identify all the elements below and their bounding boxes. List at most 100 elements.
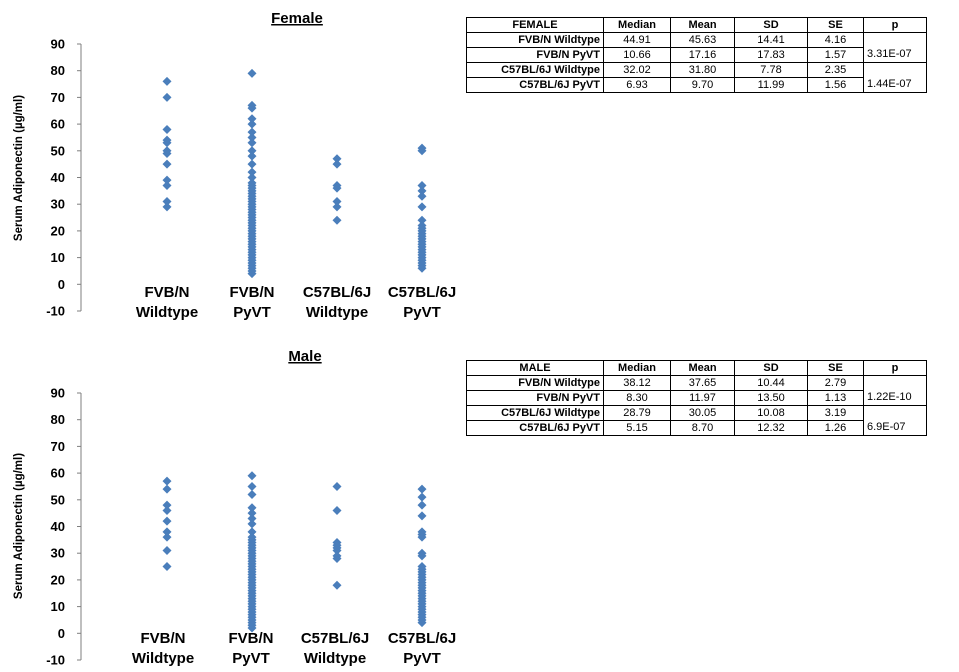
p-cell (863, 62, 927, 78)
median-cell: 6.93 (603, 77, 671, 93)
table-header: Median (603, 17, 671, 33)
y-tick-label: 0 (58, 277, 65, 292)
mean-cell: 8.70 (670, 420, 735, 436)
y-tick-label: 60 (51, 117, 65, 132)
table-header: Mean (670, 360, 735, 376)
data-point (247, 127, 257, 137)
data-point (417, 263, 427, 273)
sd-cell: 14.41 (734, 32, 808, 48)
table-row: C57BL/6J Wildtype 28.79 30.05 10.08 3.19 (466, 405, 927, 421)
data-point (417, 618, 427, 628)
p-value: 1.22E-10 (863, 390, 927, 406)
y-tick-label: 40 (51, 519, 65, 534)
x-category-label: C57BL/6J (388, 630, 456, 647)
row-name: FVB/N Wildtype (466, 32, 604, 48)
data-point (247, 173, 257, 182)
data-point (162, 505, 172, 515)
table-header: SD (734, 17, 808, 33)
table-header: SE (807, 17, 864, 33)
data-point (162, 175, 172, 185)
p-cell (863, 32, 927, 48)
x-category-label: PyVT (233, 304, 271, 321)
data-point (332, 546, 342, 556)
row-name: C57BL/6J PyVT (466, 420, 604, 436)
data-point (417, 215, 427, 225)
se-cell: 3.19 (807, 405, 864, 421)
data-point (162, 484, 172, 494)
se-cell: 1.26 (807, 420, 864, 436)
mean-cell: 37.65 (670, 375, 735, 391)
table-row: FVB/N PyVT 8.30 11.97 13.50 1.13 1.22E-1… (466, 390, 927, 406)
sd-cell: 10.44 (734, 375, 808, 391)
data-point (247, 623, 257, 633)
median-cell: 5.15 (603, 420, 671, 436)
female-y-axis-label: Serum Adiponectin (µg/ml) (13, 95, 25, 241)
table-header: p (863, 17, 927, 33)
data-point (247, 471, 257, 481)
data-point (417, 484, 427, 494)
y-tick-label: -10 (46, 653, 65, 668)
sd-cell: 11.99 (734, 77, 808, 93)
y-tick-label: 30 (51, 197, 65, 212)
data-point (162, 516, 172, 526)
mean-cell: 17.16 (670, 47, 735, 63)
median-cell: 8.30 (603, 390, 671, 406)
data-point (332, 481, 342, 491)
data-point (417, 146, 427, 156)
y-tick-label: 80 (51, 63, 65, 78)
data-point (417, 181, 427, 191)
male-chart-title: Male (288, 348, 321, 365)
x-category-label: C57BL/6J (303, 284, 371, 301)
data-point (162, 562, 172, 572)
data-point (247, 138, 257, 148)
data-point (247, 146, 257, 156)
data-point (247, 119, 257, 129)
y-tick-label: 50 (51, 492, 65, 507)
table-header-row: MALE Median Mean SD SE p (466, 360, 927, 376)
data-point (332, 505, 342, 515)
sd-cell: 7.78 (734, 62, 808, 78)
p-cell (863, 375, 927, 391)
x-category-label: C57BL/6J (388, 284, 456, 301)
table-header: Median (603, 360, 671, 376)
se-cell: 1.56 (807, 77, 864, 93)
data-point (247, 513, 257, 523)
table-header-row: FEMALE Median Mean SD SE p (466, 17, 927, 33)
y-tick-label: 90 (51, 37, 65, 52)
data-point (247, 481, 257, 491)
row-name: FVB/N PyVT (466, 390, 604, 406)
x-category-label: PyVT (403, 304, 441, 321)
data-point (162, 202, 172, 212)
table-header: SD (734, 360, 808, 376)
y-tick-label: 90 (51, 386, 65, 401)
table-row: C57BL/6J Wildtype 32.02 31.80 7.78 2.35 (466, 62, 927, 78)
y-tick-label: 10 (51, 250, 65, 265)
median-cell: 38.12 (603, 375, 671, 391)
data-point (162, 159, 172, 169)
data-point (162, 527, 172, 537)
se-cell: 1.57 (807, 47, 864, 63)
y-tick-label: 60 (51, 466, 65, 481)
data-point (162, 532, 172, 542)
row-name: C57BL/6J PyVT (466, 77, 604, 93)
se-cell: 4.16 (807, 32, 864, 48)
mean-cell: 30.05 (670, 405, 735, 421)
p-value: 3.31E-07 (863, 47, 927, 63)
median-cell: 32.02 (603, 62, 671, 78)
data-point (162, 76, 172, 86)
sd-cell: 17.83 (734, 47, 808, 63)
x-category-label: PyVT (403, 650, 441, 667)
p-value: 1.44E-07 (863, 77, 927, 93)
data-point (247, 167, 257, 177)
data-point (332, 580, 342, 590)
data-point (417, 500, 427, 510)
table-header: SE (807, 360, 864, 376)
data-point (417, 511, 427, 521)
data-point (417, 186, 427, 196)
female-chart: Female Serum Adiponectin (µg/ml) 90 80 70 6… (13, 10, 456, 321)
x-category-label: PyVT (232, 650, 270, 667)
data-point (162, 92, 172, 102)
data-point (247, 159, 257, 169)
data-point (332, 197, 342, 207)
data-point (247, 269, 257, 279)
